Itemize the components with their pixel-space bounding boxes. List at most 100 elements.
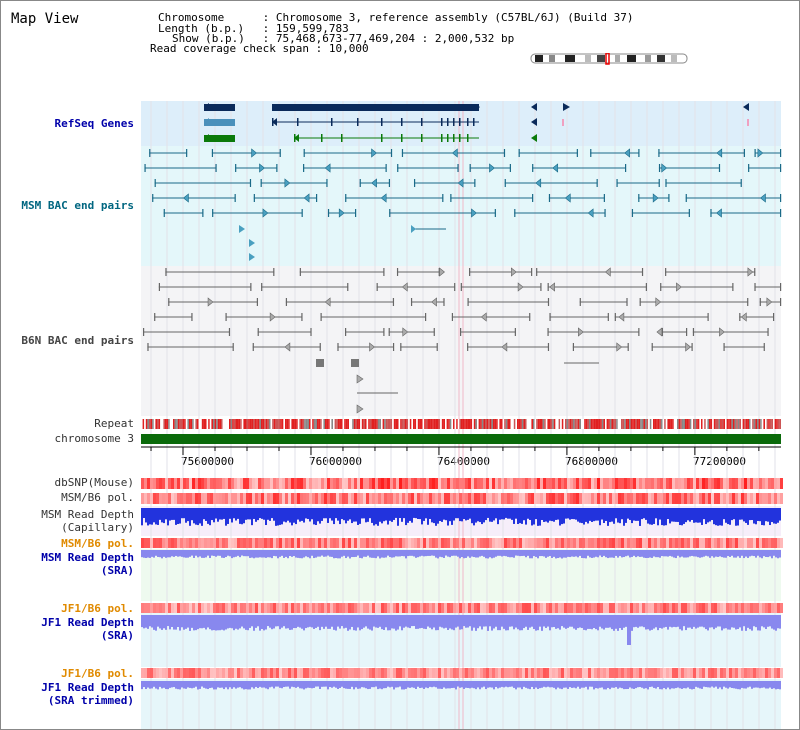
msm-depth-cap-bar: [317, 508, 319, 522]
msm-pol2-cell: [159, 538, 162, 548]
msm-depth-cap-bar: [479, 508, 481, 523]
gene-arrow: [531, 134, 537, 142]
jf1-depth-sra-bar: [533, 615, 535, 629]
msm-pol2-cell: [606, 538, 609, 548]
track-label-jf1-depth-trimmed[interactable]: JF1 Read Depth (SRA trimmed): [41, 681, 134, 707]
jf1-pol2-cell: [375, 668, 378, 678]
jf1-depth-sra-bar: [309, 615, 311, 627]
msm-pol2-cell: [543, 538, 546, 548]
track-label-jf1-pol[interactable]: JF1/B6 pol.: [61, 602, 134, 615]
repeat-segment: [739, 419, 741, 429]
jf1-depth-trim-bar: [151, 681, 153, 689]
msm-depth-sra-bar: [691, 550, 693, 556]
jf1-pol-cell: [294, 603, 297, 613]
msm-pol2-cell: [393, 538, 396, 548]
track-label-b6n-bac[interactable]: B6N BAC end pairs: [21, 334, 134, 347]
track-label-msm-depth-sra[interactable]: MSM Read Depth (SRA): [41, 551, 134, 577]
jf1-pol2-cell: [468, 668, 471, 678]
jf1-depth-sra-bar: [545, 615, 547, 628]
jf1-pol-cell: [354, 603, 357, 613]
jf1-depth-sra-bar: [561, 615, 563, 627]
dbsnp-cell: [474, 478, 477, 489]
jf1-depth-sra-bar: [653, 615, 655, 629]
msm-pol-cell: [552, 493, 555, 504]
repeat-segment: [477, 419, 479, 429]
bac-end: [686, 328, 688, 336]
jf1-pol-cell: [276, 603, 279, 613]
jf1-depth-trim-bar: [475, 681, 477, 690]
jf1-depth-trim-bar: [521, 681, 523, 690]
jf1-depth-sra-bar: [207, 615, 209, 628]
msm-depth-sra-bar: [389, 550, 391, 558]
jf1-depth-trim-bar: [321, 681, 323, 687]
track-label-jf1-pol-2[interactable]: JF1/B6 pol.: [61, 667, 134, 680]
msm-depth-sra-bar: [475, 550, 477, 558]
msm-depth-sra-bar: [301, 550, 303, 559]
repeat-segment: [529, 419, 532, 429]
track-label-jf1-depth-sra[interactable]: JF1 Read Depth (SRA): [41, 616, 134, 642]
track-label-refseq[interactable]: RefSeq Genes: [54, 117, 134, 130]
track-label-msm-pol[interactable]: MSM/B6 pol.: [61, 491, 134, 504]
jf1-pol2-cell: [411, 668, 414, 678]
bac-end: [658, 149, 660, 157]
repeat-segment: [670, 419, 673, 429]
jf1-pol2-cell: [219, 668, 222, 678]
repeat-segment: [187, 419, 189, 429]
repeat-segment: [200, 419, 202, 429]
jf1-depth-sra-bar: [295, 615, 297, 629]
jf1-depth-sra-bar: [471, 615, 473, 631]
jf1-depth-sra-bar: [775, 615, 777, 631]
jf1-depth-sra-bar: [479, 615, 481, 627]
repeat-segment: [209, 419, 212, 429]
jf1-depth-sra-bar: [503, 615, 505, 629]
jf1-pol2-cell: [507, 668, 510, 678]
track-label-msm-bac[interactable]: MSM BAC end pairs: [21, 199, 134, 212]
jf1-pol2-cell: [216, 668, 219, 678]
bac-end: [225, 313, 227, 321]
track-label-msm-pol-2[interactable]: MSM/B6 pol.: [61, 537, 134, 550]
bac-end: [154, 313, 156, 321]
jf1-depth-sra-bar: [297, 615, 299, 627]
jf1-depth-trim-bar: [411, 681, 413, 688]
msm-depth-cap-bar: [271, 508, 273, 519]
jf1-depth-sra-bar: [539, 615, 541, 627]
jf1-depth-sra-bar: [733, 615, 735, 628]
jf1-pol-cell: [567, 603, 570, 613]
msm-pol-cell: [336, 493, 339, 504]
jf1-depth-trim-bar: [709, 681, 711, 688]
msm-depth-cap-bar: [727, 508, 729, 525]
jf1-depth-sra-bar: [389, 615, 391, 631]
dbsnp-cell: [696, 478, 699, 489]
jf1-depth-trim-bar: [673, 681, 675, 689]
repeat-segment: [709, 419, 711, 429]
jf1-depth-sra-bar: [319, 615, 321, 631]
msm-pol-cell: [441, 493, 444, 504]
msm-depth-sra-bar: [629, 550, 631, 558]
chromosome-ideogram[interactable]: [529, 53, 691, 65]
jf1-pol-cell: [744, 603, 747, 613]
dbsnp-cell: [600, 478, 603, 489]
dbsnp-cell: [207, 478, 210, 489]
dbsnp-cell: [771, 478, 774, 489]
msm-depth-sra-bar: [261, 550, 263, 558]
jf1-pol-cell: [300, 603, 303, 613]
repeat-segment: [171, 419, 173, 429]
repeat-segment: [745, 419, 748, 429]
msm-depth-sra-bar: [387, 550, 389, 556]
msm-depth-cap-bar: [673, 508, 675, 522]
repeat-segment: [165, 419, 167, 429]
msm-depth-cap-bar: [323, 508, 325, 519]
bac-end: [638, 149, 640, 157]
dbsnp-cell: [189, 478, 192, 489]
repeat-segment: [344, 419, 346, 429]
jf1-depth-trim-bar: [667, 681, 669, 688]
track-label-msm-depth-capillary[interactable]: MSM Read Depth (Capillary): [41, 508, 134, 534]
msm-pol2-cell: [456, 538, 459, 548]
bac-end: [596, 179, 598, 187]
msm-pol-cell: [357, 493, 360, 504]
jf1-depth-trim-bar: [655, 681, 657, 689]
repeat-segment: [646, 419, 649, 429]
jf1-depth-sra-bar: [359, 615, 361, 631]
track-label-dbsnp[interactable]: dbSNP(Mouse): [54, 476, 134, 489]
